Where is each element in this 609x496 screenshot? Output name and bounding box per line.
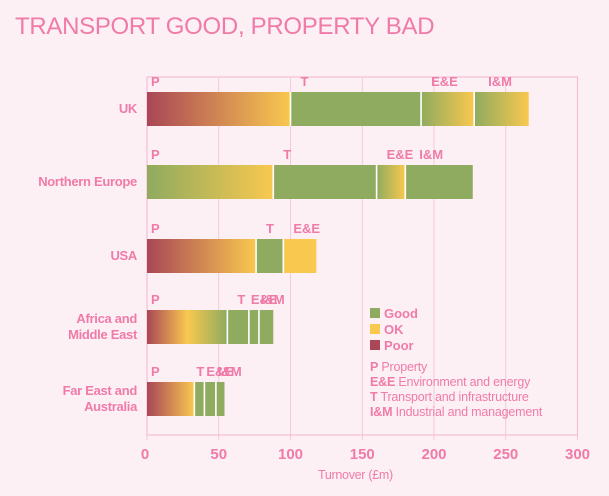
- segment-label: P: [151, 74, 160, 89]
- legend-abbr-industrial: I&M Industrial and management: [370, 405, 542, 420]
- abbr: E&E: [370, 375, 396, 389]
- legend-label: Poor: [384, 337, 414, 353]
- bar-segment-e-e: [248, 310, 259, 344]
- segment-label: P: [151, 364, 160, 379]
- bar-segment-i-m: [215, 382, 225, 416]
- bar-segment-i-m: [258, 310, 274, 344]
- x-tick-label: 200: [421, 446, 446, 463]
- bar-segment-e-e: [376, 165, 406, 199]
- legend-swatch-good: [370, 308, 380, 318]
- legend-abbr-property: P Property: [370, 360, 542, 375]
- segment-label: P: [151, 292, 160, 307]
- bar-segment-p: [147, 239, 257, 273]
- x-tick-label: 100: [278, 446, 303, 463]
- segment-label: I&M: [218, 364, 242, 379]
- abbr: I&M: [370, 405, 393, 419]
- bar-segment-t: [290, 92, 422, 126]
- bar-segment-p: [147, 165, 274, 199]
- legend-label: OK: [384, 321, 404, 337]
- x-tick-label: 150: [350, 446, 375, 463]
- category-label-line: USA: [110, 248, 137, 263]
- segment-label: E&E: [251, 292, 278, 307]
- legend: Good OK Poor P Property E&E Environment …: [370, 305, 542, 420]
- bar-segment-i-m: [405, 165, 473, 199]
- segment-label: T: [196, 364, 204, 379]
- bar-segment-t: [194, 382, 205, 416]
- category-label-line: Africa and: [76, 311, 137, 326]
- segment-label: E&E: [387, 147, 414, 162]
- segment-label: T: [283, 147, 291, 162]
- segment-label: E&E: [206, 364, 233, 379]
- segment-label: I&M: [419, 147, 443, 162]
- category-label-line: Australia: [84, 399, 137, 414]
- bar-segment-t: [256, 239, 284, 273]
- x-tick-label: 250: [493, 446, 518, 463]
- legend-item-poor: Poor: [370, 337, 542, 353]
- bar-segment-e-e: [204, 382, 216, 416]
- abbr-label: Environment and energy: [398, 375, 531, 389]
- x-tick-label: 50: [210, 446, 227, 463]
- abbr: P: [370, 360, 379, 374]
- bar-segment-p: [147, 382, 195, 416]
- legend-swatch-ok: [370, 324, 380, 334]
- legend-label: Good: [384, 305, 418, 321]
- bar-segment-p: [147, 310, 228, 344]
- legend-item-good: Good: [370, 305, 542, 321]
- bar-segment-t: [227, 310, 249, 344]
- category-label-line: Northern Europe: [38, 174, 137, 189]
- x-axis-label: Turnover (£m): [318, 468, 393, 482]
- bar-segment-i-m: [474, 92, 529, 126]
- category-label-line: Middle East: [68, 327, 137, 342]
- legend-item-ok: OK: [370, 321, 542, 337]
- segment-label: P: [151, 221, 160, 236]
- category-label-line: Far East and: [62, 383, 138, 398]
- legend-abbr-transport: T Transport and infrastructure: [370, 390, 542, 405]
- legend-abbr-environment: E&E Environment and energy: [370, 375, 542, 390]
- category-label: UK: [119, 101, 137, 117]
- segment-label: E&E: [431, 74, 458, 89]
- bar-segment-e-e: [421, 92, 475, 126]
- segment-label: T: [237, 292, 245, 307]
- category-label: Northern Europe: [38, 174, 137, 190]
- bar-segment-e-e: [283, 239, 317, 273]
- segment-label: P: [151, 147, 160, 162]
- x-tick-label: 300: [565, 446, 590, 463]
- segment-label: I&M: [261, 292, 285, 307]
- category-label-line: UK: [118, 101, 137, 116]
- chart-title: TRANSPORT GOOD, PROPERTY BAD: [15, 13, 435, 40]
- abbr: T: [370, 390, 378, 404]
- category-label: Far East and Australia: [62, 383, 138, 415]
- bar-segment-t: [273, 165, 377, 199]
- segment-label: T: [301, 74, 309, 89]
- abbr-label: Property: [381, 360, 428, 374]
- x-tick-label: 0: [141, 446, 149, 463]
- bar-segment-p: [147, 92, 291, 126]
- abbr-label: Transport and infrastructure: [380, 390, 529, 404]
- legend-swatch-poor: [370, 340, 380, 350]
- category-label: USA: [110, 248, 137, 264]
- abbr-label: Industrial and management: [395, 405, 543, 419]
- segment-label: T: [266, 221, 274, 236]
- category-label: Africa and Middle East: [68, 311, 137, 343]
- segment-label: E&E: [293, 221, 320, 236]
- segment-label: I&M: [488, 74, 512, 89]
